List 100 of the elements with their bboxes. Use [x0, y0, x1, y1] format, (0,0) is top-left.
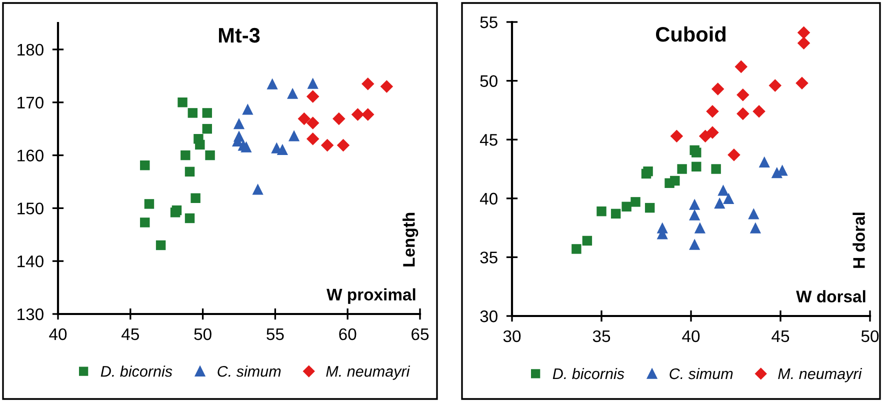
x-tick-label: 60 [339, 328, 356, 340]
point [180, 150, 190, 160]
point [287, 88, 298, 99]
point [361, 77, 374, 90]
point [711, 164, 721, 174]
point [195, 140, 205, 150]
point [307, 78, 318, 89]
point [689, 209, 700, 220]
y-tick-label: 55 [480, 16, 498, 28]
point [306, 90, 320, 103]
y-axis-title: Length [402, 212, 418, 266]
point [748, 208, 760, 220]
chart-title: Mt-3 [218, 28, 260, 43]
y-tick-label: 130 [18, 308, 44, 320]
y-tick-label: 170 [18, 96, 44, 109]
y-axis-title: H doral [852, 212, 865, 268]
point [718, 184, 729, 196]
point [670, 176, 680, 186]
x-tick-label: 65 [412, 328, 429, 340]
point [184, 166, 195, 177]
x-tick-label: 50 [861, 330, 879, 342]
chart-title: Cuboid [656, 26, 726, 42]
y-tick-label: 160 [18, 150, 44, 162]
legend-label: C. simum [670, 368, 733, 380]
point [689, 238, 700, 250]
point [156, 240, 166, 250]
legend-label: C. simum [218, 366, 281, 377]
point [233, 118, 245, 130]
point [670, 130, 684, 142]
point [706, 126, 719, 139]
point [288, 130, 300, 142]
point [188, 108, 198, 118]
x-tick-label: 55 [266, 328, 284, 340]
x-tick-label: 45 [772, 330, 790, 342]
point [723, 192, 734, 204]
point [202, 108, 212, 118]
point [758, 156, 770, 168]
point [610, 208, 621, 219]
point [677, 164, 687, 174]
point [622, 202, 632, 212]
point [202, 124, 212, 134]
point [711, 82, 724, 96]
point [752, 104, 766, 118]
point [644, 202, 655, 213]
point [306, 132, 320, 146]
x-tick-label: 40 [49, 328, 67, 340]
point [768, 79, 782, 92]
legend-label: M. neumayri [778, 368, 862, 382]
point [596, 206, 606, 216]
point [706, 104, 719, 118]
point [140, 160, 150, 170]
x-axis-title: W proximal [326, 288, 416, 304]
point [361, 108, 374, 121]
point [178, 98, 188, 108]
y-tick-label: 45 [480, 134, 498, 146]
point [714, 198, 726, 209]
point [205, 150, 215, 160]
point [252, 184, 264, 195]
point [144, 199, 154, 209]
point [689, 198, 700, 210]
y-tick-label: 30 [480, 310, 498, 322]
point [582, 236, 592, 246]
point [242, 104, 254, 115]
y-tick-label: 50 [480, 75, 498, 88]
point [276, 144, 288, 156]
point [172, 205, 182, 216]
x-tick-label: 30 [503, 330, 521, 342]
point [380, 80, 394, 93]
legend-label: D. bicornis [100, 366, 172, 377]
point [736, 88, 750, 102]
x-tick-label: 40 [682, 330, 700, 342]
x-tick-label: 50 [194, 328, 212, 340]
point [630, 197, 640, 207]
point [692, 162, 702, 172]
y-tick-label: 150 [18, 202, 44, 214]
x-tick-label: 35 [592, 330, 610, 342]
point [140, 218, 150, 228]
point [336, 138, 350, 152]
y-tick-label: 180 [18, 44, 44, 56]
point [736, 107, 750, 120]
y-tick-label: 140 [18, 255, 44, 268]
point [750, 222, 761, 234]
point [694, 222, 706, 234]
point [797, 36, 810, 50]
point [728, 148, 740, 162]
point [298, 112, 311, 126]
point [320, 138, 334, 152]
point [643, 166, 653, 176]
x-axis-title: W dorsal [796, 290, 866, 302]
y-tick-label: 35 [480, 252, 498, 264]
point [266, 78, 278, 90]
legend-label: D. bicornis [552, 368, 624, 380]
point [796, 76, 808, 90]
point [184, 213, 195, 224]
point [306, 116, 320, 130]
point [734, 60, 748, 74]
point [240, 141, 252, 152]
x-tick-label: 45 [122, 328, 139, 340]
y-tick-label: 40 [480, 192, 498, 205]
point [190, 193, 200, 203]
